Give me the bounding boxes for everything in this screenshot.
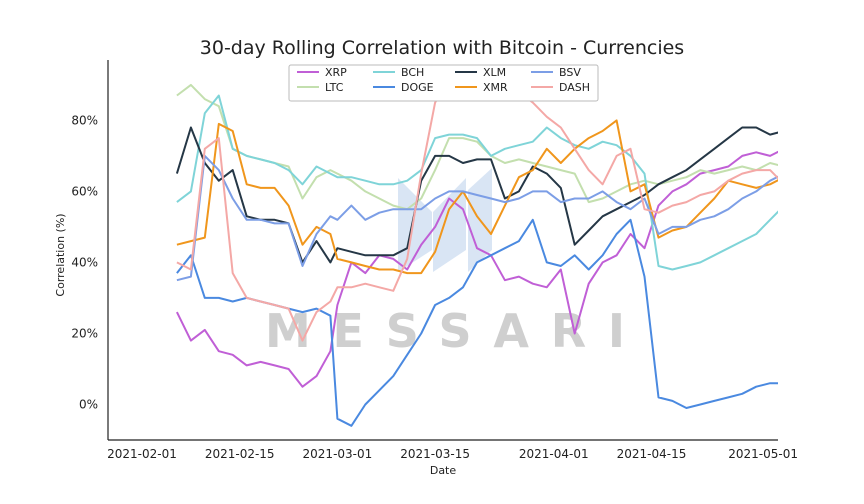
legend-label-dash: DASH <box>559 81 590 94</box>
watermark: MESSARI <box>265 168 625 358</box>
legend: XRP LTC BCH DOGE XLM XMR BSV DASH <box>288 64 599 102</box>
x-tick-label: 2021-02-01 <box>107 447 177 461</box>
x-tick-label: 2021-05-01 <box>728 447 798 461</box>
y-tick-label: 20% <box>71 326 98 340</box>
axes <box>107 60 778 441</box>
legend-label-xlm: XLM <box>483 66 506 79</box>
y-tick-label: 80% <box>71 113 98 127</box>
x-tick-label: 2021-03-15 <box>400 447 470 461</box>
y-tick-label: 60% <box>71 184 98 198</box>
series-line-xlm <box>175 126 778 264</box>
x-tick-label: 2021-02-15 <box>205 447 275 461</box>
x-axis-label: Date <box>430 464 457 477</box>
y-ticks: 0% 20% 40% 60% 80% <box>71 113 98 411</box>
series-line-xmr <box>176 119 778 275</box>
series-line-bsv <box>176 154 778 282</box>
legend-label-xrp: XRP <box>325 66 347 79</box>
y-tick-label: 40% <box>71 255 98 269</box>
x-tick-label: 2021-04-01 <box>519 447 589 461</box>
watermark-logo-bar-1 <box>398 178 432 272</box>
watermark-logo-bar-2 <box>433 178 466 272</box>
x-tick-label: 2021-03-01 <box>303 447 373 461</box>
y-tick-label: 0% <box>79 397 98 411</box>
legend-box <box>288 64 599 102</box>
legend-label-doge: DOGE <box>401 81 434 94</box>
legend-label-ltc: LTC <box>325 81 344 94</box>
x-tick-label: 2021-04-15 <box>617 447 687 461</box>
legend-label-bsv: BSV <box>559 66 581 79</box>
series-line-bch <box>176 94 778 271</box>
legend-label-xmr: XMR <box>483 81 508 94</box>
chart-title: 30-day Rolling Correlation with Bitcoin … <box>200 37 684 59</box>
legend-label-bch: BCH <box>401 66 424 79</box>
x-ticks: 2021-02-01 2021-02-15 2021-03-01 2021-03-15… <box>107 447 798 461</box>
y-axis-label: Correlation (%) <box>54 213 67 296</box>
